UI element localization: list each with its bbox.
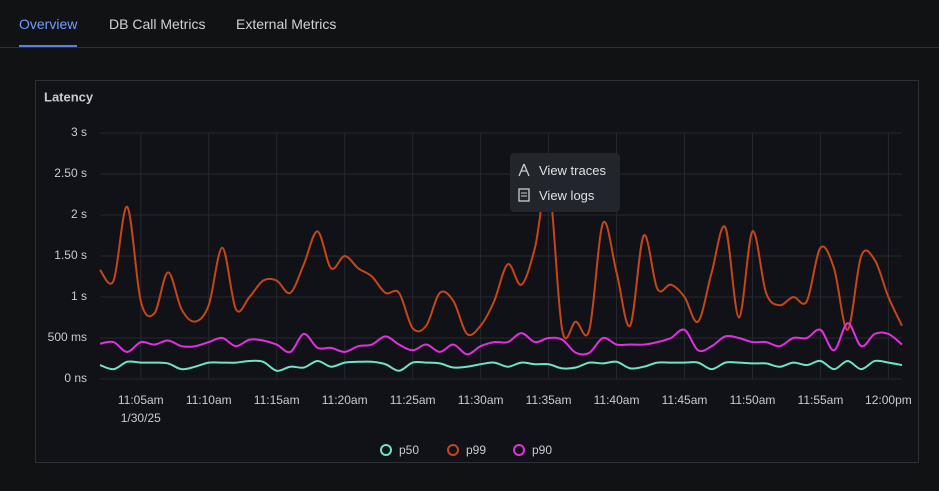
chart-title: Latency xyxy=(44,89,94,104)
x-tick-label: 11:40am xyxy=(594,393,640,407)
legend-marker xyxy=(447,444,459,456)
legend-marker xyxy=(513,444,525,456)
logs-icon xyxy=(518,188,530,202)
x-tick-label: 11:50am xyxy=(730,393,776,407)
x-tick-label: 11:55am xyxy=(798,393,844,407)
legend-label: p50 xyxy=(399,443,419,457)
x-tick-label: 11:05am xyxy=(118,393,164,407)
y-tick-label: 2.50 s xyxy=(54,166,87,180)
tab[interactable]: DB Call Metrics xyxy=(109,16,206,32)
y-tick-label: 2 s xyxy=(71,207,87,221)
y-tick-label: 1.50 s xyxy=(54,248,87,262)
x-tick-label: 11:25am xyxy=(390,393,436,407)
series-line xyxy=(99,359,903,372)
y-tick-label: 500 ms xyxy=(48,330,87,344)
series-line xyxy=(99,322,903,356)
x-tick-label: 11:35am xyxy=(526,393,572,407)
x-tick-label: 11:15am xyxy=(254,393,300,407)
legend-marker xyxy=(380,444,392,456)
tab[interactable]: Overview xyxy=(19,16,78,47)
menu-item[interactable]: View traces xyxy=(539,163,606,178)
context-menu: View traces View logs xyxy=(510,153,620,212)
y-tick-label: 1 s xyxy=(71,289,87,303)
legend-label: p90 xyxy=(532,443,552,457)
legend-label: p99 xyxy=(466,443,486,457)
tab[interactable]: External Metrics xyxy=(236,16,337,32)
y-tick-label: 0 ns xyxy=(64,371,87,385)
traces-icon xyxy=(518,163,530,177)
x-tick-label: 11:10am xyxy=(186,393,232,407)
x-tick-label: 11:45am xyxy=(662,393,708,407)
panel xyxy=(35,80,919,463)
menu-item[interactable]: View logs xyxy=(539,188,595,203)
series-line xyxy=(99,179,903,340)
x-tick-label: 11:30am xyxy=(458,393,504,407)
x-tick-label: 11:20am xyxy=(322,393,368,407)
tab-bar: Overview DB Call Metrics External Metric… xyxy=(0,0,939,48)
x-tick-label: 12:00pm xyxy=(865,393,912,407)
y-tick-label: 3 s xyxy=(71,125,87,139)
x-date-label: 1/30/25 xyxy=(121,411,161,425)
